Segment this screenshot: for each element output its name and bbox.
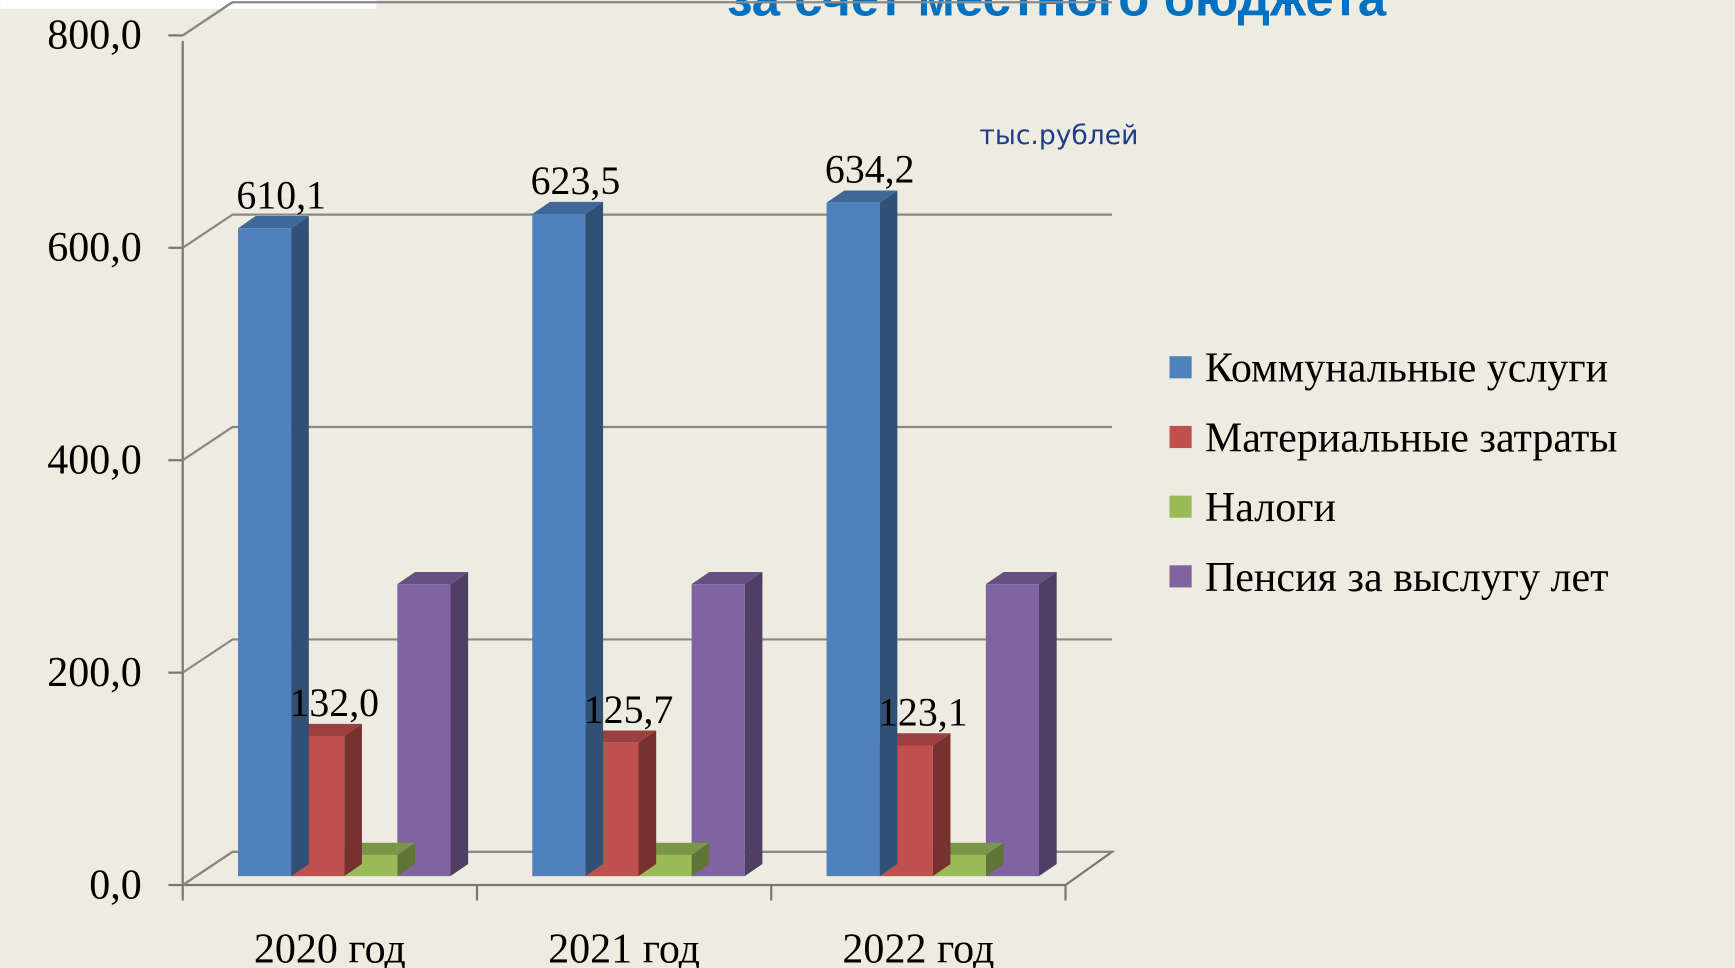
bar-side [397,842,416,877]
bar [532,213,586,877]
value-label: 634,2 [825,148,915,192]
bar-side [638,730,657,877]
value-label: 132,0 [289,681,379,725]
value-label: 623,5 [531,159,621,203]
y-tick-label: 0,0 [89,862,142,908]
grid-line [182,850,1112,886]
bar-side [344,723,362,877]
x-tick-label: 2022 год [842,926,994,968]
grid-line [182,1,1112,37]
legend-swatch [1169,425,1192,449]
corner-box [0,0,377,9]
value-label: 125,7 [584,688,674,732]
bar [691,584,745,877]
grid-line [182,425,1112,462]
bar-side [879,190,898,877]
y-tick-label: 600,0 [47,225,142,271]
bar-side [291,216,309,877]
bar-side [985,842,1004,877]
bar-top [691,571,763,585]
bar [826,202,880,877]
value-label: 610,1 [236,173,326,217]
legend-swatch [1169,495,1192,518]
chart-title: за счет местного бюджета [727,0,1387,26]
bar-side [1038,571,1057,877]
legend-label: Материальные затраты [1205,415,1618,461]
bar-top [397,571,469,585]
grid-line [182,213,1112,249]
bar-side [691,842,710,877]
bar-top [985,571,1057,585]
bar-side [585,201,604,877]
bar-side [932,733,951,877]
bar-top [826,190,898,203]
bar-top [238,216,309,229]
legend-label: Налоги [1205,485,1336,531]
bar-top [532,201,604,214]
bar-side [450,571,469,877]
bar [397,584,451,877]
legend-swatch [1169,356,1192,379]
value-label: 123,1 [878,691,968,735]
legend: Коммунальные услуги Материальные затраты Н… [1169,346,1618,601]
y-tick-label: 200,0 [47,650,142,696]
bar [985,584,1039,877]
bar-side [744,571,763,877]
plot: 0,0 200,0 400,0 600,0 800,0 2020 год 2021 год 2… [47,1,1116,968]
legend-swatch [1169,565,1192,588]
x-tick-label: 2021 год [548,926,700,968]
y-tick-label: 800,0 [47,13,142,59]
legend-label: Пенсия за выслугу лет [1205,555,1609,601]
y-tick-label: 400,0 [47,437,142,483]
legend-label: Коммунальные услуги [1205,346,1608,392]
x-tick-label: 2020 год [254,926,406,968]
grid-line [182,638,1112,674]
unit-label: тыс.рублей [979,120,1138,151]
bar [238,228,292,877]
